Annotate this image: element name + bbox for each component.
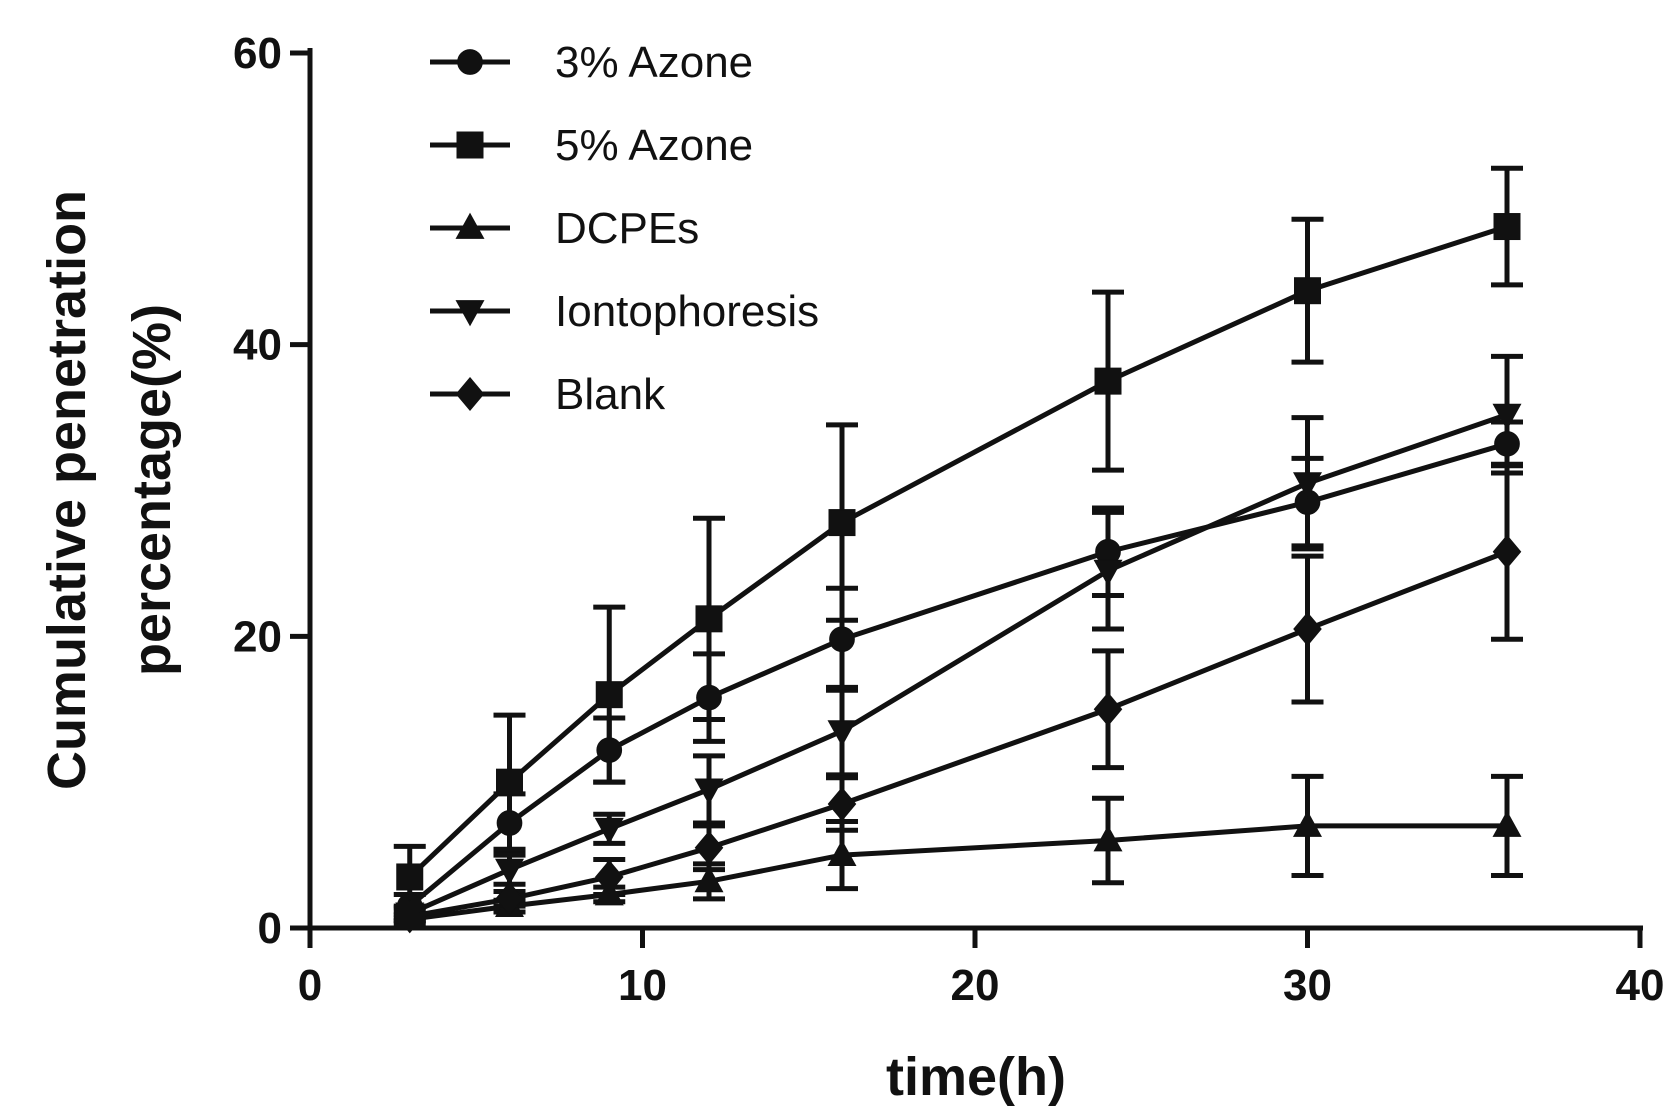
legend-marker-dcpes bbox=[455, 212, 485, 239]
iontophoresis-point bbox=[594, 817, 624, 845]
3-azone-point bbox=[496, 810, 523, 836]
5-azone-point bbox=[595, 681, 623, 709]
series-markers bbox=[395, 213, 1522, 934]
5-azone-point bbox=[496, 768, 523, 796]
legend: 3% Azone 5% Azone DCPEs Iontophoresis Blank bbox=[430, 38, 819, 419]
5-azone-point bbox=[828, 509, 856, 537]
blank-point bbox=[1293, 612, 1322, 647]
3-azone-point bbox=[1494, 430, 1520, 457]
dcpes-point bbox=[1293, 810, 1322, 837]
3-azone-line bbox=[408, 441, 1508, 909]
iontophoresis-point bbox=[1492, 403, 1522, 431]
x-tick-label: 10 bbox=[618, 961, 667, 1010]
legend-marker-3-azone bbox=[457, 49, 483, 75]
5-azone-point bbox=[1493, 213, 1521, 241]
5-azone-point bbox=[695, 605, 723, 633]
y-axis-title: Cumulative penetration percentage(%) bbox=[37, 190, 182, 790]
legend-label-dcpes: DCPEs bbox=[555, 204, 699, 253]
dcpes-line bbox=[409, 823, 1507, 922]
5-azone-point bbox=[396, 863, 424, 891]
legend-marker-blank bbox=[455, 376, 485, 412]
blank-point bbox=[1093, 692, 1123, 727]
x-tick-label: 0 bbox=[298, 961, 322, 1010]
legend-marker-iontophoresis bbox=[455, 300, 485, 327]
5-azone-point bbox=[1094, 367, 1122, 395]
iontophoresis-line bbox=[408, 412, 1508, 916]
legend-label-5-azone: 5% Azone bbox=[555, 121, 753, 170]
blank-point bbox=[827, 787, 857, 822]
blank-point bbox=[395, 899, 425, 934]
legend-item-5-azone: 5% Azone bbox=[430, 121, 753, 170]
y-tick-label: 40 bbox=[233, 321, 282, 370]
x-axis-title: time(h) bbox=[886, 1047, 1066, 1107]
ticks: 0 20 40 60 0 10 20 30 40 bbox=[233, 29, 1664, 1010]
iontophoresis-point bbox=[1293, 472, 1322, 499]
dcpes-point bbox=[694, 865, 724, 893]
iontophoresis-point bbox=[495, 858, 524, 886]
x-tick-label: 20 bbox=[951, 961, 1000, 1010]
y-tick-label: 60 bbox=[233, 29, 282, 78]
3-azone-point bbox=[829, 626, 855, 653]
y-axis-title-line-1: Cumulative penetration bbox=[37, 190, 97, 790]
blank-point bbox=[694, 830, 724, 865]
legend-label-3-azone: 3% Azone bbox=[555, 38, 753, 87]
legend-label-blank: Blank bbox=[555, 370, 666, 419]
3-azone-point bbox=[696, 684, 722, 711]
y-tick-label: 0 bbox=[258, 904, 282, 953]
y-tick-label: 20 bbox=[233, 612, 282, 661]
legend-item-blank: Blank bbox=[430, 370, 666, 419]
5-azone-point bbox=[1294, 277, 1321, 305]
iontophoresis-point bbox=[1093, 559, 1123, 587]
y-axis-title-line-2: percentage(%) bbox=[122, 304, 182, 676]
blank-point bbox=[594, 859, 624, 894]
blank-point bbox=[495, 881, 524, 916]
3-azone-point bbox=[596, 737, 623, 763]
series-lines bbox=[408, 224, 1508, 922]
error-bars bbox=[393, 165, 1523, 927]
blank-line bbox=[409, 549, 1508, 919]
legend-item-dcpes: DCPEs bbox=[430, 204, 699, 253]
x-tick-label: 30 bbox=[1283, 961, 1332, 1010]
dcpes-point bbox=[1492, 810, 1522, 837]
legend-label-iontophoresis: Iontophoresis bbox=[555, 287, 819, 336]
legend-marker-5-azone bbox=[456, 131, 484, 159]
dcpes-point bbox=[827, 839, 857, 866]
legend-item-3-azone: 3% Azone bbox=[430, 38, 753, 87]
blank-point bbox=[1492, 534, 1522, 569]
5-azone-line bbox=[408, 224, 1508, 879]
legend-item-iontophoresis: Iontophoresis bbox=[430, 287, 819, 336]
x-tick-label: 40 bbox=[1616, 961, 1665, 1010]
iontophoresis-point bbox=[827, 720, 857, 747]
dcpes-point bbox=[1093, 825, 1123, 852]
iontophoresis-point bbox=[694, 778, 724, 805]
